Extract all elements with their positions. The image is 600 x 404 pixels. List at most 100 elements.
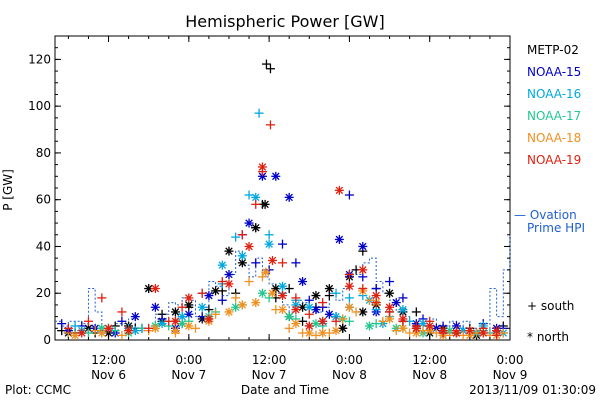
north-marker bbox=[251, 192, 261, 202]
star-d2 bbox=[104, 324, 113, 333]
north-marker bbox=[237, 300, 247, 310]
north-marker bbox=[217, 260, 227, 270]
y-axis-label: P [GW] bbox=[1, 169, 15, 211]
north-marker bbox=[211, 286, 221, 296]
south-marker bbox=[284, 284, 294, 294]
south-marker bbox=[211, 309, 221, 319]
north-marker bbox=[224, 270, 234, 280]
x-tick-time-label: 12:00 bbox=[412, 353, 447, 367]
south-marker bbox=[291, 258, 301, 268]
star-d2 bbox=[305, 322, 314, 330]
star-d2 bbox=[185, 322, 193, 330]
x-tick-time-label: 0:00 bbox=[497, 353, 524, 367]
star-d2 bbox=[305, 329, 314, 337]
star-d2 bbox=[318, 329, 327, 337]
star-d2 bbox=[278, 305, 287, 314]
north-marker bbox=[231, 302, 241, 312]
star-d2 bbox=[251, 223, 260, 232]
north-marker bbox=[334, 234, 344, 244]
star-d2 bbox=[285, 193, 293, 202]
north-marker bbox=[251, 298, 261, 308]
north-marker bbox=[371, 291, 381, 301]
north-marker bbox=[284, 192, 294, 202]
north-marker bbox=[304, 321, 314, 331]
star-d2 bbox=[225, 270, 233, 279]
star-d2 bbox=[278, 291, 287, 300]
star-d2 bbox=[144, 284, 153, 293]
star-d2 bbox=[261, 200, 269, 209]
north-marker bbox=[257, 162, 267, 172]
star-d2 bbox=[479, 329, 487, 337]
star-d2 bbox=[332, 312, 340, 321]
south-marker bbox=[371, 319, 381, 329]
south-marker bbox=[331, 288, 341, 298]
north-marker bbox=[267, 288, 277, 298]
star-d2 bbox=[245, 219, 253, 227]
star-d2 bbox=[298, 277, 307, 286]
star-d2 bbox=[272, 172, 280, 181]
south-marker bbox=[251, 258, 261, 268]
north-marker bbox=[104, 323, 114, 333]
star-d2 bbox=[325, 284, 334, 293]
north-marker bbox=[318, 328, 328, 338]
x-tick-time-label: 12:00 bbox=[91, 353, 126, 367]
south-marker bbox=[311, 330, 321, 340]
north-marker bbox=[411, 323, 421, 333]
star-d2 bbox=[178, 312, 186, 321]
star-d2 bbox=[312, 305, 320, 314]
north-marker bbox=[144, 284, 154, 294]
star-d2 bbox=[335, 186, 344, 195]
star-d2 bbox=[225, 308, 233, 316]
north-marker bbox=[318, 316, 328, 326]
south-marker bbox=[257, 272, 267, 282]
star-d2 bbox=[439, 326, 447, 335]
star-d2 bbox=[265, 240, 273, 248]
star-d2 bbox=[385, 315, 394, 323]
north-marker bbox=[391, 298, 401, 308]
star-d2 bbox=[151, 303, 160, 312]
south-marker bbox=[231, 232, 241, 242]
star-d2 bbox=[392, 298, 401, 307]
chart-title: Hemispheric Power [GW] bbox=[185, 12, 384, 31]
y-tick-label: 40 bbox=[36, 239, 51, 253]
star-d2 bbox=[318, 317, 327, 326]
south-marker bbox=[217, 277, 227, 287]
south-marker bbox=[231, 293, 241, 303]
star-d2 bbox=[238, 252, 247, 260]
north-marker bbox=[398, 314, 408, 324]
star-d2 bbox=[399, 305, 407, 314]
north-marker bbox=[298, 277, 308, 287]
star-d2 bbox=[345, 303, 354, 312]
legend-entry: NOAA-18 bbox=[527, 131, 581, 145]
legend-entry: NOAA-19 bbox=[527, 153, 581, 167]
legend-ovation-line1: — Ovation bbox=[514, 208, 577, 222]
north-marker bbox=[184, 321, 194, 331]
x-tick-time-label: 0:00 bbox=[175, 353, 202, 367]
south-marker bbox=[265, 120, 275, 130]
star-d2 bbox=[171, 326, 180, 335]
y-tick-label: 80 bbox=[36, 146, 51, 160]
star-d2 bbox=[492, 326, 501, 335]
south-marker bbox=[298, 316, 308, 326]
south-marker bbox=[498, 328, 508, 338]
north-marker bbox=[267, 255, 277, 265]
north-marker bbox=[364, 321, 374, 331]
star-d2 bbox=[258, 289, 267, 297]
y-tick-label: 20 bbox=[36, 286, 51, 300]
south-marker bbox=[391, 326, 401, 336]
star-d2 bbox=[345, 282, 354, 290]
south-marker bbox=[217, 295, 227, 305]
north-marker bbox=[264, 239, 274, 249]
north-marker bbox=[358, 307, 368, 317]
star-d2 bbox=[258, 172, 267, 181]
star-d2 bbox=[268, 289, 277, 297]
south-marker bbox=[344, 293, 354, 303]
north-marker bbox=[150, 302, 160, 312]
south-marker bbox=[70, 321, 80, 331]
star-d2 bbox=[466, 326, 474, 335]
north-marker bbox=[244, 218, 254, 228]
y-tick-label: 0 bbox=[43, 333, 51, 347]
north-marker bbox=[261, 267, 271, 277]
star-d2 bbox=[151, 284, 160, 293]
